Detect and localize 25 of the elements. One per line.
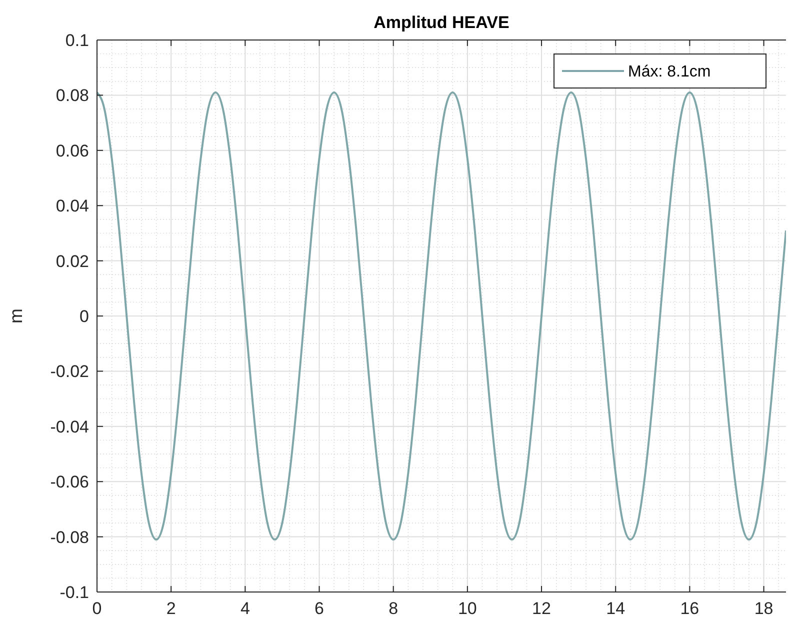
x-tick-label: 8: [388, 599, 398, 618]
y-tick-label: 0.04: [56, 196, 89, 216]
x-tick-label: 16: [680, 599, 700, 618]
y-tick-label: 0.02: [56, 252, 89, 271]
y-tick-label: 0: [80, 306, 89, 326]
chart-title: Amplitud HEAVE: [374, 13, 510, 32]
y-tick-label: -0.08: [50, 528, 89, 547]
y-tick-label: -0.1: [60, 582, 89, 602]
y-tick-label: 0.08: [56, 86, 89, 106]
y-tick-label: -0.06: [50, 472, 89, 492]
y-tick-label: 0.06: [56, 141, 89, 160]
y-axis-title: m: [6, 308, 26, 324]
x-tick-label: 2: [166, 599, 176, 618]
x-tick-label: 10: [458, 599, 477, 618]
legend-label: Máx: 8.1cm: [628, 64, 711, 81]
y-tick-label: 0.1: [65, 30, 89, 50]
x-tick-label: 6: [314, 599, 324, 618]
x-tick-label: 4: [240, 599, 250, 618]
x-tick-label: 0: [92, 599, 102, 618]
y-tick-label: -0.04: [50, 417, 89, 436]
y-tick-label: -0.02: [50, 362, 89, 382]
x-tick-label: 14: [606, 599, 626, 618]
x-tick-label: 12: [532, 599, 551, 618]
line-series: [97, 91, 786, 541]
x-tick-label: 18: [754, 599, 774, 618]
